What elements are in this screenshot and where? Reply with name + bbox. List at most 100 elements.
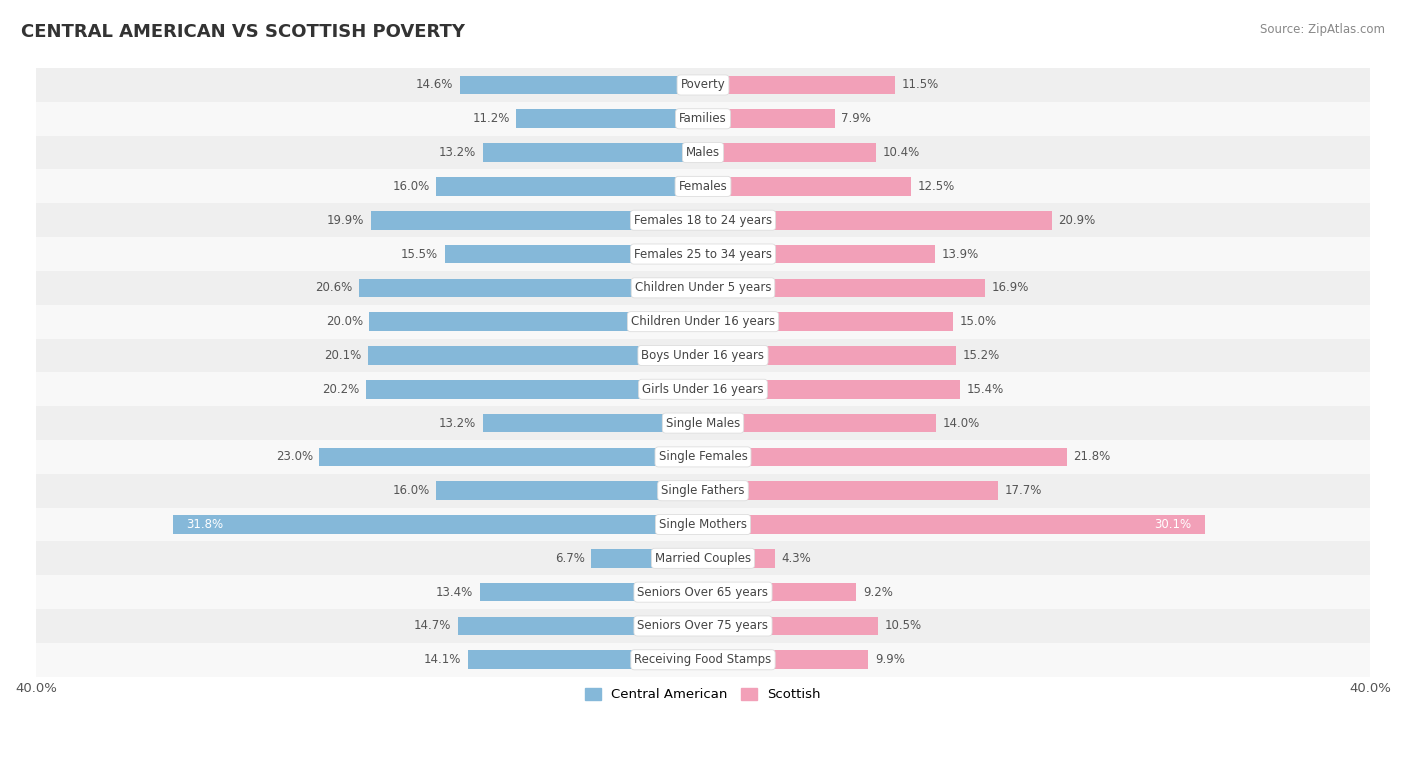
Text: 15.5%: 15.5% xyxy=(401,248,437,261)
Text: 9.9%: 9.9% xyxy=(875,653,904,666)
Bar xyxy=(436,481,703,500)
Bar xyxy=(460,76,703,94)
Text: Children Under 5 years: Children Under 5 years xyxy=(634,281,772,294)
Bar xyxy=(37,609,1369,643)
Legend: Central American, Scottish: Central American, Scottish xyxy=(579,683,827,706)
Bar xyxy=(703,76,894,94)
Text: Receiving Food Stamps: Receiving Food Stamps xyxy=(634,653,772,666)
Bar xyxy=(37,170,1369,203)
Bar xyxy=(37,643,1369,677)
Text: 15.4%: 15.4% xyxy=(966,383,1004,396)
Text: Married Couples: Married Couples xyxy=(655,552,751,565)
Bar xyxy=(703,380,960,399)
Text: 16.0%: 16.0% xyxy=(392,484,429,497)
Text: Females: Females xyxy=(679,180,727,193)
Bar xyxy=(703,346,956,365)
Text: 13.2%: 13.2% xyxy=(439,146,477,159)
Text: 20.0%: 20.0% xyxy=(326,315,363,328)
Text: 14.7%: 14.7% xyxy=(413,619,451,632)
Text: 15.0%: 15.0% xyxy=(960,315,997,328)
Text: 9.2%: 9.2% xyxy=(863,586,893,599)
Bar xyxy=(703,583,856,601)
Bar xyxy=(37,203,1369,237)
Text: Seniors Over 75 years: Seniors Over 75 years xyxy=(637,619,769,632)
Bar xyxy=(444,245,703,263)
Text: Single Fathers: Single Fathers xyxy=(661,484,745,497)
Text: 4.3%: 4.3% xyxy=(782,552,811,565)
Text: 10.4%: 10.4% xyxy=(883,146,921,159)
Text: 20.2%: 20.2% xyxy=(322,383,360,396)
Text: 16.0%: 16.0% xyxy=(392,180,429,193)
Text: Source: ZipAtlas.com: Source: ZipAtlas.com xyxy=(1260,23,1385,36)
Bar xyxy=(482,143,703,162)
Bar xyxy=(319,448,703,466)
Text: 11.5%: 11.5% xyxy=(901,79,939,92)
Bar xyxy=(468,650,703,669)
Bar xyxy=(703,549,775,568)
Text: 20.9%: 20.9% xyxy=(1059,214,1095,227)
Bar xyxy=(37,271,1369,305)
Text: 13.2%: 13.2% xyxy=(439,417,477,430)
Text: Boys Under 16 years: Boys Under 16 years xyxy=(641,349,765,362)
Bar xyxy=(703,143,876,162)
Text: Females 25 to 34 years: Females 25 to 34 years xyxy=(634,248,772,261)
Text: Single Mothers: Single Mothers xyxy=(659,518,747,531)
Bar xyxy=(37,372,1369,406)
Bar xyxy=(703,650,868,669)
Bar xyxy=(436,177,703,196)
Bar xyxy=(37,406,1369,440)
Text: Single Females: Single Females xyxy=(658,450,748,463)
Bar xyxy=(703,414,936,432)
Text: 12.5%: 12.5% xyxy=(918,180,956,193)
Text: CENTRAL AMERICAN VS SCOTTISH POVERTY: CENTRAL AMERICAN VS SCOTTISH POVERTY xyxy=(21,23,465,41)
Bar xyxy=(703,177,911,196)
Bar xyxy=(482,414,703,432)
Text: 13.9%: 13.9% xyxy=(942,248,979,261)
Text: 16.9%: 16.9% xyxy=(991,281,1029,294)
Text: Poverty: Poverty xyxy=(681,79,725,92)
Text: 14.0%: 14.0% xyxy=(943,417,980,430)
Bar xyxy=(366,380,703,399)
Bar xyxy=(37,339,1369,372)
Text: 21.8%: 21.8% xyxy=(1073,450,1111,463)
Text: Children Under 16 years: Children Under 16 years xyxy=(631,315,775,328)
Text: 14.1%: 14.1% xyxy=(423,653,461,666)
Text: Females 18 to 24 years: Females 18 to 24 years xyxy=(634,214,772,227)
Text: Girls Under 16 years: Girls Under 16 years xyxy=(643,383,763,396)
Bar xyxy=(37,474,1369,508)
Bar xyxy=(37,68,1369,102)
Bar xyxy=(703,312,953,331)
Text: 19.9%: 19.9% xyxy=(328,214,364,227)
Bar xyxy=(703,245,935,263)
Bar xyxy=(703,109,835,128)
Bar xyxy=(458,617,703,635)
Text: 10.5%: 10.5% xyxy=(884,619,922,632)
Bar xyxy=(37,136,1369,170)
Text: Families: Families xyxy=(679,112,727,125)
Text: 6.7%: 6.7% xyxy=(555,552,585,565)
Bar xyxy=(368,346,703,365)
Bar xyxy=(516,109,703,128)
Text: 20.1%: 20.1% xyxy=(323,349,361,362)
Bar xyxy=(370,312,703,331)
Text: 17.7%: 17.7% xyxy=(1005,484,1042,497)
Bar xyxy=(479,583,703,601)
Text: 30.1%: 30.1% xyxy=(1154,518,1192,531)
Text: 20.6%: 20.6% xyxy=(315,281,353,294)
Bar xyxy=(360,278,703,297)
Bar xyxy=(703,211,1052,230)
Text: 13.4%: 13.4% xyxy=(436,586,472,599)
Text: Single Males: Single Males xyxy=(666,417,740,430)
Text: 14.6%: 14.6% xyxy=(416,79,453,92)
Bar xyxy=(173,515,703,534)
Bar xyxy=(37,575,1369,609)
Bar xyxy=(37,541,1369,575)
Bar xyxy=(37,440,1369,474)
Bar xyxy=(37,508,1369,541)
Bar xyxy=(37,305,1369,339)
Bar xyxy=(37,102,1369,136)
Bar xyxy=(37,237,1369,271)
Bar xyxy=(703,448,1067,466)
Text: 31.8%: 31.8% xyxy=(186,518,224,531)
Text: Males: Males xyxy=(686,146,720,159)
